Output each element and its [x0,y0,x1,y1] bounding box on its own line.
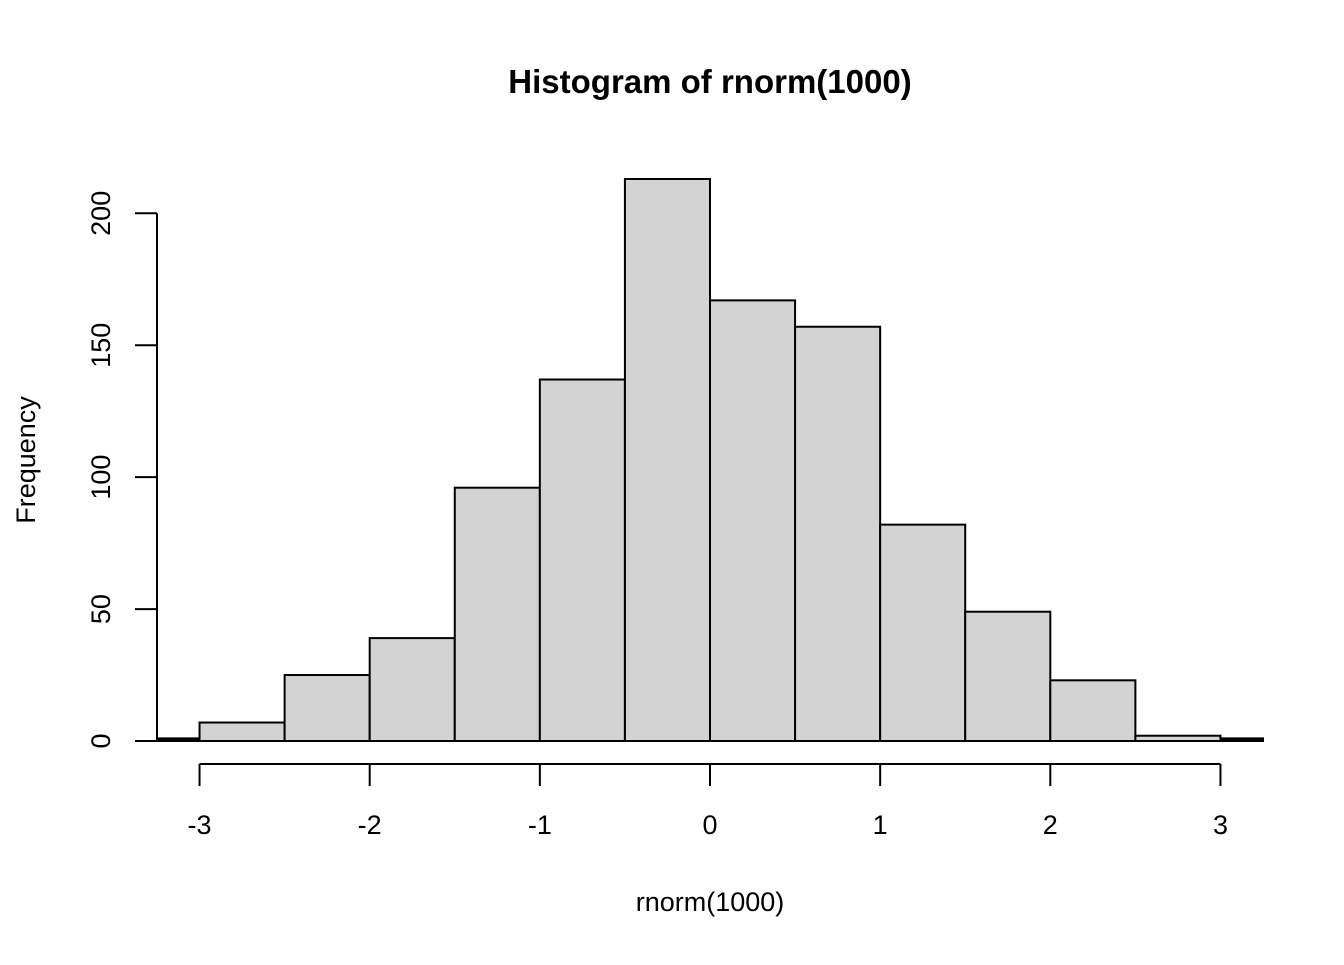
x-tick-label: 2 [1043,810,1058,840]
histogram-bar [794,325,882,742]
y-tick-label: 200 [86,191,116,236]
histogram-bar [198,721,286,743]
histogram-bar [1049,679,1137,743]
y-axis: 0 50 100 150 200 [86,191,158,749]
x-tick-label: 3 [1213,810,1228,840]
x-tick-label: -3 [188,810,212,840]
histogram-bar [538,378,626,742]
histogram-bar [709,299,797,742]
histogram-bar [1134,734,1222,743]
histogram-bar [453,486,541,742]
histogram-bar [283,674,371,742]
histogram-bar [623,178,712,742]
y-tick-label: 150 [86,323,116,368]
x-axis-label: rnorm(1000) [636,887,785,917]
x-tick-label: 0 [702,810,717,840]
y-tick-label: 0 [86,733,116,748]
x-axis: -3 -2 -1 0 1 2 3 [188,763,1228,840]
chart-title: Histogram of rnorm(1000) [508,63,911,100]
histogram-bar [156,737,201,743]
histogram-bar [368,637,456,742]
x-tick-label: 1 [873,810,888,840]
y-axis-label: Frequency [11,396,41,524]
y-tick-label: 50 [86,594,116,624]
histogram-bar [879,523,967,742]
histogram-bars [156,178,1265,743]
y-tick-label: 100 [86,455,116,500]
x-tick-label: -1 [528,810,552,840]
x-tick-label: -2 [358,810,382,840]
histogram-bar [964,610,1052,743]
histogram-bar [1219,737,1265,743]
